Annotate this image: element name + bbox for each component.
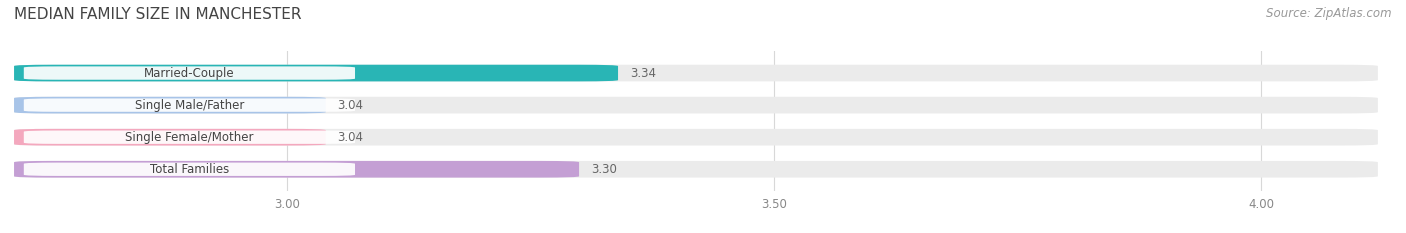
FancyBboxPatch shape: [14, 65, 1378, 81]
FancyBboxPatch shape: [24, 66, 354, 80]
Text: 3.30: 3.30: [591, 163, 617, 176]
FancyBboxPatch shape: [14, 129, 1378, 146]
FancyBboxPatch shape: [24, 163, 354, 176]
Text: MEDIAN FAMILY SIZE IN MANCHESTER: MEDIAN FAMILY SIZE IN MANCHESTER: [14, 7, 301, 22]
Text: 3.04: 3.04: [337, 131, 364, 144]
Text: Married-Couple: Married-Couple: [143, 67, 235, 79]
Text: Single Female/Mother: Single Female/Mother: [125, 131, 253, 144]
Text: 3.34: 3.34: [630, 67, 655, 79]
FancyBboxPatch shape: [14, 161, 1378, 178]
FancyBboxPatch shape: [24, 99, 354, 112]
Text: Source: ZipAtlas.com: Source: ZipAtlas.com: [1267, 7, 1392, 20]
Text: Total Families: Total Families: [150, 163, 229, 176]
Text: 3.04: 3.04: [337, 99, 364, 112]
FancyBboxPatch shape: [14, 97, 1378, 113]
FancyBboxPatch shape: [14, 97, 326, 113]
FancyBboxPatch shape: [14, 65, 619, 81]
FancyBboxPatch shape: [14, 161, 579, 178]
FancyBboxPatch shape: [24, 130, 354, 144]
Text: Single Male/Father: Single Male/Father: [135, 99, 245, 112]
FancyBboxPatch shape: [14, 129, 326, 146]
